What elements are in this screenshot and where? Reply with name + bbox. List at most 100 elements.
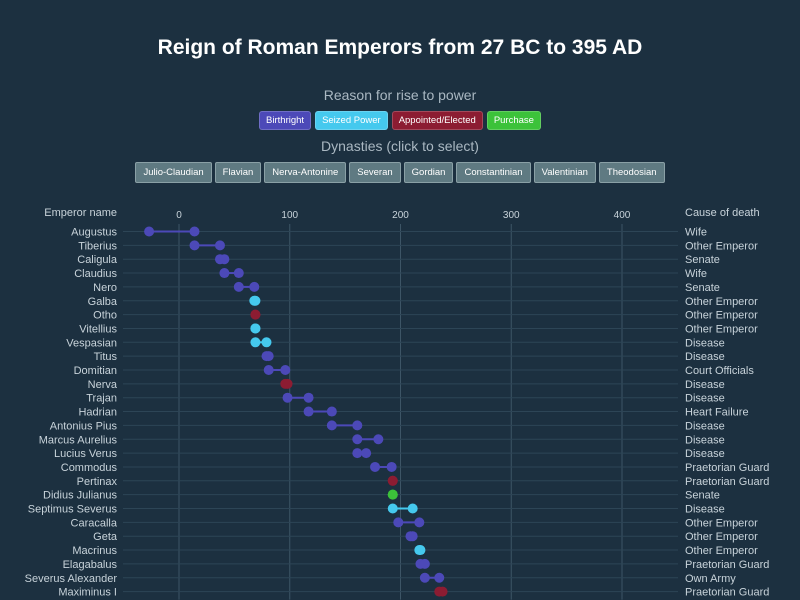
emperor-name-label: Tiberius (78, 240, 117, 252)
reign-end-dot[interactable] (214, 240, 225, 251)
reign-end-dot[interactable] (250, 295, 261, 306)
reign-end-dot[interactable] (437, 586, 448, 597)
reign-end-dot[interactable] (219, 254, 230, 265)
reign-start-dot[interactable] (263, 365, 274, 375)
dynasty-button-valentinian[interactable]: Valentinian (533, 162, 596, 183)
dynasty-button-constantinian[interactable]: Constantinian (456, 162, 531, 183)
cause-of-death-label: Wife (685, 227, 707, 239)
reign-start-dot[interactable] (352, 448, 363, 459)
reign-start-dot[interactable] (387, 503, 398, 514)
cause-of-death-label: Disease (685, 504, 725, 516)
emperor-name-label: Geta (93, 531, 118, 543)
reign-end-dot[interactable] (361, 448, 372, 459)
cause-of-death-label: Disease (685, 337, 725, 349)
emperor-name-label: Galba (88, 296, 118, 308)
reign-end-dot[interactable] (352, 420, 363, 431)
dynasty-button-theodosian[interactable]: Theodosian (598, 162, 665, 183)
emperor-name-label: Caligula (77, 254, 118, 266)
cause-of-death-label: Other Emperor (685, 531, 758, 543)
reign-start-dot[interactable] (419, 572, 430, 583)
cause-of-death-label: Praetorian Guard (685, 559, 769, 571)
reign-end-dot[interactable] (373, 434, 384, 445)
reign-start-dot[interactable] (303, 406, 314, 417)
cause-of-death-label: Praetorian Guard (685, 462, 769, 474)
reign-end-dot[interactable] (250, 323, 261, 334)
reason-legend-heading: Reason for rise to power (323, 87, 477, 103)
cause-of-death-label: Other Emperor (685, 517, 758, 529)
reign-start-dot[interactable] (326, 420, 337, 431)
reign-end-dot[interactable] (280, 365, 291, 375)
x-tick-label: 300 (503, 210, 520, 221)
reign-start-dot[interactable] (282, 392, 293, 403)
reign-start-dot[interactable] (189, 240, 200, 251)
dynasties-heading: Dynasties (click to select) (321, 138, 479, 154)
cause-of-death-label: Senate (685, 490, 720, 502)
reign-end-dot[interactable] (261, 337, 272, 348)
reign-end-dot[interactable] (415, 545, 426, 556)
reign-end-dot[interactable] (303, 392, 314, 403)
reign-end-dot[interactable] (233, 268, 244, 279)
emperor-name-label: Augustus (71, 227, 117, 239)
dynasty-button-gordian[interactable]: Gordian (403, 162, 454, 183)
reign-end-dot[interactable] (407, 531, 418, 542)
reign-start-dot[interactable] (352, 434, 363, 445)
cause-of-death-label: Disease (685, 379, 725, 391)
reign-end-dot[interactable] (387, 475, 398, 486)
emperor-name-label: Didius Julianus (43, 490, 117, 502)
dynasty-button-nerva-antonine[interactable]: Nerva-Antonine (264, 162, 347, 183)
reign-start-dot[interactable] (144, 226, 155, 237)
emperor-name-label: Elagabalus (63, 559, 118, 571)
reign-end-dot[interactable] (326, 406, 337, 417)
cause-of-death-label: Court Officials (685, 365, 754, 377)
emperor-name-label: Nerva (88, 379, 118, 391)
emperor-name-label: Maximinus I (58, 587, 117, 599)
cause-of-death-label: Disease (685, 393, 725, 405)
cause-of-death-label: Heart Failure (685, 407, 749, 419)
legend-item-appointed-elected: Appointed/Elected (391, 111, 483, 130)
reign-end-dot[interactable] (189, 226, 200, 237)
emperor-name-label: Nero (93, 282, 117, 294)
emperor-name-label: Marcus Aurelius (39, 434, 118, 446)
cause-of-death-label: Disease (685, 420, 725, 432)
reign-end-dot[interactable] (434, 572, 445, 583)
cause-of-death-label: Wife (685, 268, 707, 280)
reign-start-dot[interactable] (219, 268, 230, 279)
x-tick-label: 100 (281, 210, 298, 221)
emperor-name-label: Commodus (61, 462, 118, 474)
reign-end-dot[interactable] (414, 517, 425, 528)
dynasty-button-severan[interactable]: Severan (349, 162, 401, 183)
reign-end-dot[interactable] (407, 503, 418, 514)
emperor-name-label: Titus (94, 351, 118, 363)
reign-start-dot[interactable] (393, 517, 404, 528)
emperor-name-label: Domitian (74, 365, 117, 377)
reign-start-dot[interactable] (250, 337, 261, 348)
cause-of-death-label: Praetorian Guard (685, 587, 769, 599)
chart-title: Reign of Roman Emperors from 27 BC to 39… (157, 36, 643, 59)
dynasty-button-flavian[interactable]: Flavian (214, 162, 262, 183)
emperor-name-label: Vitellius (79, 323, 117, 335)
reign-end-dot[interactable] (386, 461, 397, 472)
legend-item-seized-power: Seized Power (315, 111, 388, 130)
emperor-name-label: Otho (93, 310, 117, 322)
emperor-name-label: Severus Alexander (25, 573, 118, 585)
reign-start-dot[interactable] (370, 461, 381, 472)
reign-end-dot[interactable] (419, 558, 430, 569)
reign-start-dot[interactable] (233, 281, 244, 292)
reign-end-dot[interactable] (282, 378, 293, 389)
reign-end-dot[interactable] (250, 309, 261, 320)
dynasty-button-julio-claudian[interactable]: Julio-Claudian (135, 162, 212, 183)
legend-item-birthright: Birthright (259, 111, 312, 130)
reign-end-dot[interactable] (263, 351, 274, 362)
cause-of-death-label: Disease (685, 351, 725, 363)
emperor-name-label: Macrinus (72, 545, 117, 557)
reign-end-dot[interactable] (249, 281, 260, 292)
reign-end-dot[interactable] (387, 489, 398, 500)
emperor-name-label: Hadrian (78, 407, 117, 419)
reason-legend: Birthright Seized Power Appointed/Elected P… (0, 111, 800, 130)
emperor-name-label: Trajan (86, 393, 117, 405)
cause-of-death-label: Disease (685, 448, 725, 460)
cause-of-death-label: Disease (685, 434, 725, 446)
cause-of-death-label: Other Emperor (685, 296, 758, 308)
emperor-name-label: Claudius (74, 268, 117, 280)
